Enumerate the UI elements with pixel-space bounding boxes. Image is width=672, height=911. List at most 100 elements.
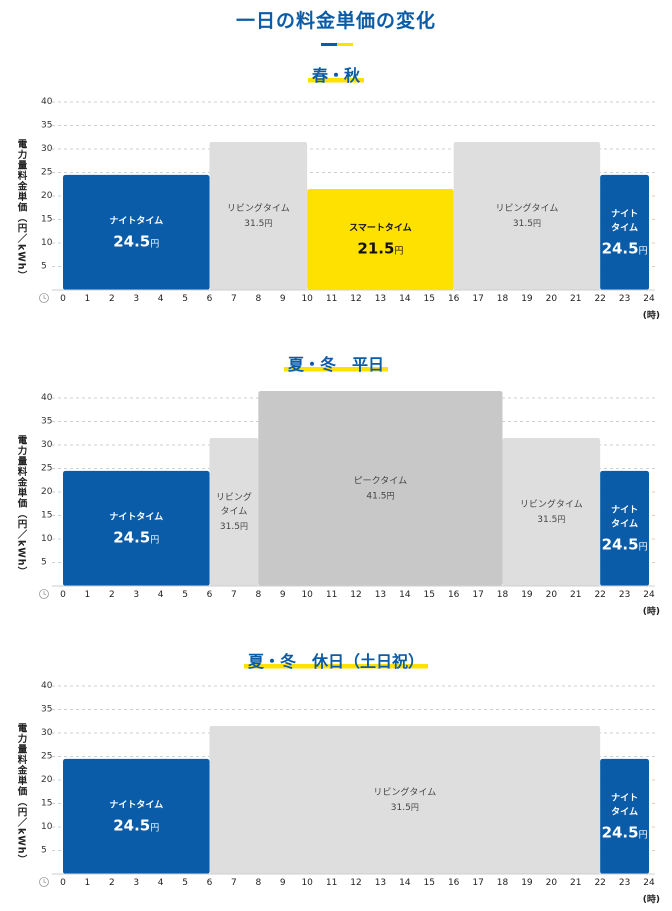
bar-value-label: 41.5円: [366, 491, 394, 501]
x-tick-label: 16: [448, 878, 460, 888]
x-tick-label: 22: [594, 590, 605, 600]
bar-rect: [307, 188, 454, 290]
bar-rect: [209, 141, 308, 290]
bar-label: タイム: [611, 221, 638, 233]
bar-value-label: 24.5円: [602, 535, 648, 553]
bar-night: ナイトタイム 24.5円: [600, 174, 649, 290]
bar-living: リビングタイム 31.5円: [209, 437, 259, 586]
price-number: 31.5: [537, 515, 557, 525]
y-tick-label: 20: [41, 775, 53, 785]
x-tick-label: 2: [109, 294, 115, 304]
bar-label: タイム: [611, 517, 638, 529]
price-number: 24.5: [602, 535, 639, 553]
x-tick-label: 15: [424, 294, 435, 304]
price-unit: 円: [557, 515, 565, 524]
x-tick-label: 10: [301, 590, 313, 600]
price-number: 31.5: [220, 522, 240, 532]
x-tick-label: 4: [158, 294, 164, 304]
x-tick-label: 10: [301, 294, 313, 304]
chart-title: 夏・冬 休日（土日祝）: [243, 654, 428, 670]
price-unit: 円: [150, 534, 159, 545]
title-underline: [321, 43, 353, 46]
x-tick-label: 8: [255, 294, 261, 304]
chart-heading-spring-autumn: 春・秋: [0, 66, 672, 85]
x-tick-label: 19: [521, 878, 533, 888]
bar-value-label: 31.5円: [220, 522, 248, 532]
price-number: 24.5: [113, 232, 150, 250]
bar-label: リビングタイム: [373, 786, 436, 798]
bar-value-label: 24.5円: [113, 528, 159, 546]
clock-face: [39, 589, 49, 599]
bar-label: タイム: [221, 506, 248, 517]
x-tick-label: 6: [207, 590, 213, 600]
bar-rect: [258, 391, 503, 586]
bar-living: リビングタイム 31.5円: [502, 437, 601, 586]
x-tick-label: 19: [521, 590, 533, 600]
x-tick-label: 7: [231, 590, 237, 600]
price-unit: 円: [639, 829, 648, 840]
y-tick-label: 40: [41, 393, 53, 403]
bar-living: リビングタイム 31.5円: [209, 141, 308, 290]
x-tick-label: 7: [231, 294, 237, 304]
x-tick-label: 10: [301, 878, 313, 888]
price-unit: 円: [150, 822, 159, 833]
price-unit: 円: [240, 522, 248, 531]
bar-label: タイム: [611, 805, 638, 817]
y-tick-label: 15: [41, 511, 52, 521]
x-tick-label: 4: [158, 878, 164, 888]
y-tick-label: 5: [41, 846, 47, 856]
x-tick-label: 21: [570, 294, 581, 304]
x-tick-label: 20: [546, 590, 558, 600]
x-tick-label: 23: [619, 878, 630, 888]
chart-heading-summer-winter-weekday: 夏・冬 平日: [0, 355, 672, 374]
price-number: 21.5: [357, 239, 394, 257]
price-unit: 円: [533, 219, 541, 228]
y-tick-label: 20: [41, 191, 53, 201]
x-tick-label: 8: [255, 590, 261, 600]
bar-night: ナイトタイム 24.5円: [63, 470, 210, 586]
price-number: 31.5: [391, 803, 411, 813]
price-unit: 円: [394, 245, 403, 256]
bar-value-label: 31.5円: [537, 515, 565, 525]
bar-value-label: 24.5円: [602, 823, 648, 841]
x-tick-label: 1: [85, 878, 91, 888]
x-tick-label: 21: [570, 590, 581, 600]
bar-label: リビングタイム: [520, 498, 583, 510]
price-number: 24.5: [113, 816, 150, 834]
y-axis-label: 電力量料金単価（円／kWh）: [16, 434, 29, 577]
bar-value-label: 31.5円: [513, 219, 541, 229]
clock-icon: [39, 293, 49, 303]
price-unit: 円: [386, 491, 394, 500]
bar-rect: [63, 174, 210, 290]
x-tick-label: 11: [326, 294, 337, 304]
x-tick-label: 21: [570, 878, 581, 888]
y-tick-label: 5: [41, 558, 47, 568]
x-tick-label: 19: [521, 294, 533, 304]
bar-label: ナイトタイム: [109, 510, 163, 522]
price-unit: 円: [264, 219, 272, 228]
bar-value-label: 21.5円: [357, 239, 403, 257]
x-tick-label: 22: [594, 878, 605, 888]
y-tick-label: 10: [41, 534, 53, 544]
bar-night: ナイトタイム 24.5円: [600, 758, 649, 874]
chart-heading-summer-winter-holiday: 夏・冬 休日（土日祝）: [0, 652, 672, 671]
bar-rect: [600, 174, 649, 290]
y-tick-label: 40: [41, 681, 53, 691]
bar-label: ピークタイム: [354, 475, 407, 486]
x-tick-label: 3: [133, 294, 139, 304]
x-tick-label: 1: [85, 590, 91, 600]
title-underline-yellow: [337, 43, 353, 46]
x-tick-label: 2: [109, 590, 115, 600]
x-tick-label: 23: [619, 590, 630, 600]
x-tick-label: 1: [85, 294, 91, 304]
y-axis-label: 電力量料金単価（円／kWh）: [16, 722, 29, 865]
x-axis-unit: (時): [643, 605, 660, 617]
y-axis-label: 電力量料金単価（円／kWh）: [16, 138, 29, 281]
price-number: 24.5: [602, 823, 639, 841]
x-tick-label: 24: [643, 294, 655, 304]
bar-label: ナイトタイム: [109, 214, 163, 226]
x-tick-label: 9: [280, 878, 286, 888]
y-tick-label: 15: [41, 799, 52, 809]
price-unit: 円: [150, 238, 159, 249]
